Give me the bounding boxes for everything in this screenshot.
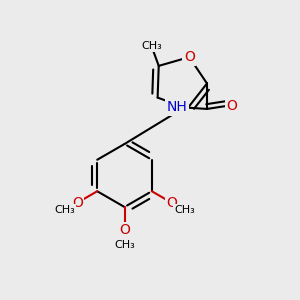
Text: CH₃: CH₃: [114, 239, 135, 250]
Text: O: O: [72, 196, 83, 210]
Text: NH: NH: [167, 100, 188, 114]
Text: CH₃: CH₃: [174, 205, 195, 215]
Text: CH₃: CH₃: [141, 41, 162, 51]
Text: O: O: [166, 196, 177, 210]
Text: CH₃: CH₃: [54, 205, 75, 215]
Text: O: O: [226, 99, 237, 113]
Text: O: O: [184, 50, 195, 64]
Text: O: O: [119, 223, 130, 237]
